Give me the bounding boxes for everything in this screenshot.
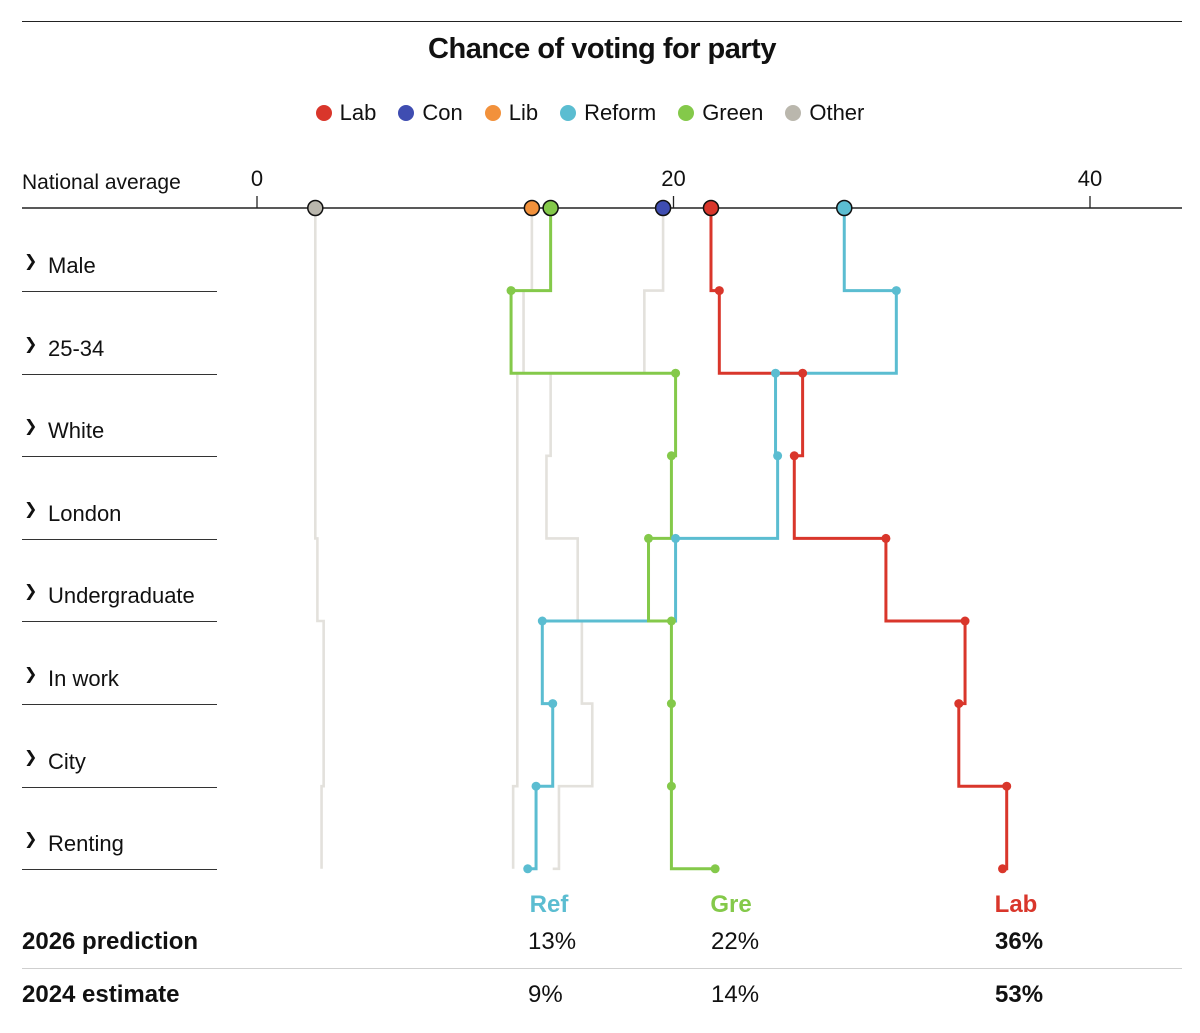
legend-label-green: Green	[702, 100, 764, 125]
row-label-text: London	[48, 501, 122, 526]
row-undergraduate[interactable]: ❯ Undergraduate	[22, 581, 217, 622]
row-white[interactable]: ❯ White	[22, 416, 217, 457]
chart-title: Chance of voting for party	[428, 33, 776, 65]
estimate-gre-value: 14%	[711, 981, 760, 1008]
chevron-down-icon: ❯	[24, 749, 38, 766]
point-reform	[537, 616, 547, 626]
legend-swatch-lib	[484, 105, 501, 121]
point-lab	[714, 286, 724, 296]
end-label-ref: Ref	[530, 891, 570, 918]
end-label-lab: Lab	[995, 891, 1038, 918]
legend-swatch-green	[678, 105, 695, 121]
legend-item-lib: Lib	[484, 100, 539, 126]
point-lab	[881, 533, 891, 543]
prediction-row-label: 2026 prediction	[22, 928, 199, 955]
point-green	[710, 864, 720, 874]
point-lab	[954, 699, 964, 709]
x-tick-label: 40	[1078, 166, 1102, 191]
chevron-down-icon: ❯	[24, 418, 38, 435]
row-label-text: In work	[48, 666, 119, 691]
point-green	[506, 286, 516, 296]
national-marker-green	[542, 199, 559, 217]
point-reform	[773, 451, 783, 461]
top-rule	[22, 21, 1182, 22]
point-green	[671, 368, 681, 378]
legend-label-con: Con	[422, 100, 463, 125]
point-green	[666, 616, 676, 626]
point-green	[644, 533, 654, 543]
row-label-text: Renting	[48, 831, 124, 856]
estimate-ref-value: 9%	[528, 981, 563, 1008]
legend-item-green: Green	[678, 100, 763, 126]
row-city[interactable]: ❯ City	[22, 747, 217, 788]
chevron-down-icon: ❯	[24, 501, 38, 518]
point-lab	[960, 616, 970, 626]
x-tick-label: 0	[251, 166, 263, 191]
estimate-row-label: 2024 estimate	[22, 981, 180, 1008]
legend-swatch-lab	[315, 105, 332, 121]
chevron-down-icon: ❯	[24, 336, 38, 353]
national-marker-lib	[523, 199, 541, 217]
estimate-lab-value: 53%	[995, 981, 1044, 1008]
row-label-text: Male	[48, 253, 96, 278]
legend-label-lab: Lab	[339, 100, 377, 125]
point-lab	[998, 864, 1008, 874]
table-divider	[22, 968, 1182, 969]
national-marker-con	[654, 199, 672, 217]
point-reform	[891, 286, 901, 296]
national-marker-reform	[836, 199, 853, 217]
point-green	[666, 451, 676, 461]
legend-swatch-other	[785, 105, 802, 121]
legend-item-con: Con	[398, 100, 463, 126]
x-tick-label: 20	[661, 166, 685, 191]
series-line-con	[545, 208, 665, 871]
series-line-lib	[511, 208, 534, 869]
legend-label-lib: Lib	[508, 100, 539, 125]
row-label-text: 25-34	[48, 336, 105, 361]
legend-label-other: Other	[809, 100, 865, 125]
legend-item-reform: Reform	[560, 100, 656, 126]
point-reform	[523, 864, 533, 874]
point-reform	[548, 699, 558, 709]
end-label-gre: Gre	[710, 891, 751, 918]
legend-label-reform: Reform	[584, 100, 657, 125]
point-reform	[671, 533, 681, 543]
legend-item-lab: Lab	[315, 100, 377, 126]
point-reform	[771, 368, 781, 378]
legend-swatch-reform	[560, 105, 577, 121]
chevron-down-icon: ❯	[24, 831, 38, 848]
row-renting[interactable]: ❯ Renting	[22, 829, 217, 870]
row-in-work[interactable]: ❯ In work	[22, 664, 217, 705]
row-male[interactable]: ❯ Male	[22, 251, 217, 292]
row-label-text: White	[48, 418, 105, 443]
row-label-text: City	[48, 749, 86, 774]
point-lab	[798, 368, 808, 378]
legend: Lab Con Lib Reform Green Other	[0, 100, 1180, 126]
prediction-ref-value: 13%	[528, 928, 577, 955]
chevron-down-icon: ❯	[24, 583, 38, 600]
point-lab	[1002, 781, 1012, 791]
national-average-label: National average	[22, 171, 181, 194]
row-label-text: Undergraduate	[48, 583, 195, 608]
row-london[interactable]: ❯ London	[22, 499, 217, 540]
series-line-other	[314, 208, 325, 869]
chevron-down-icon: ❯	[24, 666, 38, 683]
point-green	[666, 699, 676, 709]
national-marker-lab	[702, 199, 720, 217]
row-25-34[interactable]: ❯ 25-34	[22, 334, 217, 375]
prediction-lab-value: 36%	[995, 928, 1044, 955]
prediction-gre-value: 22%	[711, 928, 760, 955]
point-reform	[531, 781, 541, 791]
legend-item-other: Other	[785, 100, 864, 126]
point-lab	[789, 451, 799, 461]
point-green	[666, 781, 676, 791]
national-marker-other	[307, 199, 324, 217]
legend-swatch-con	[398, 105, 415, 121]
chevron-down-icon: ❯	[24, 253, 38, 270]
